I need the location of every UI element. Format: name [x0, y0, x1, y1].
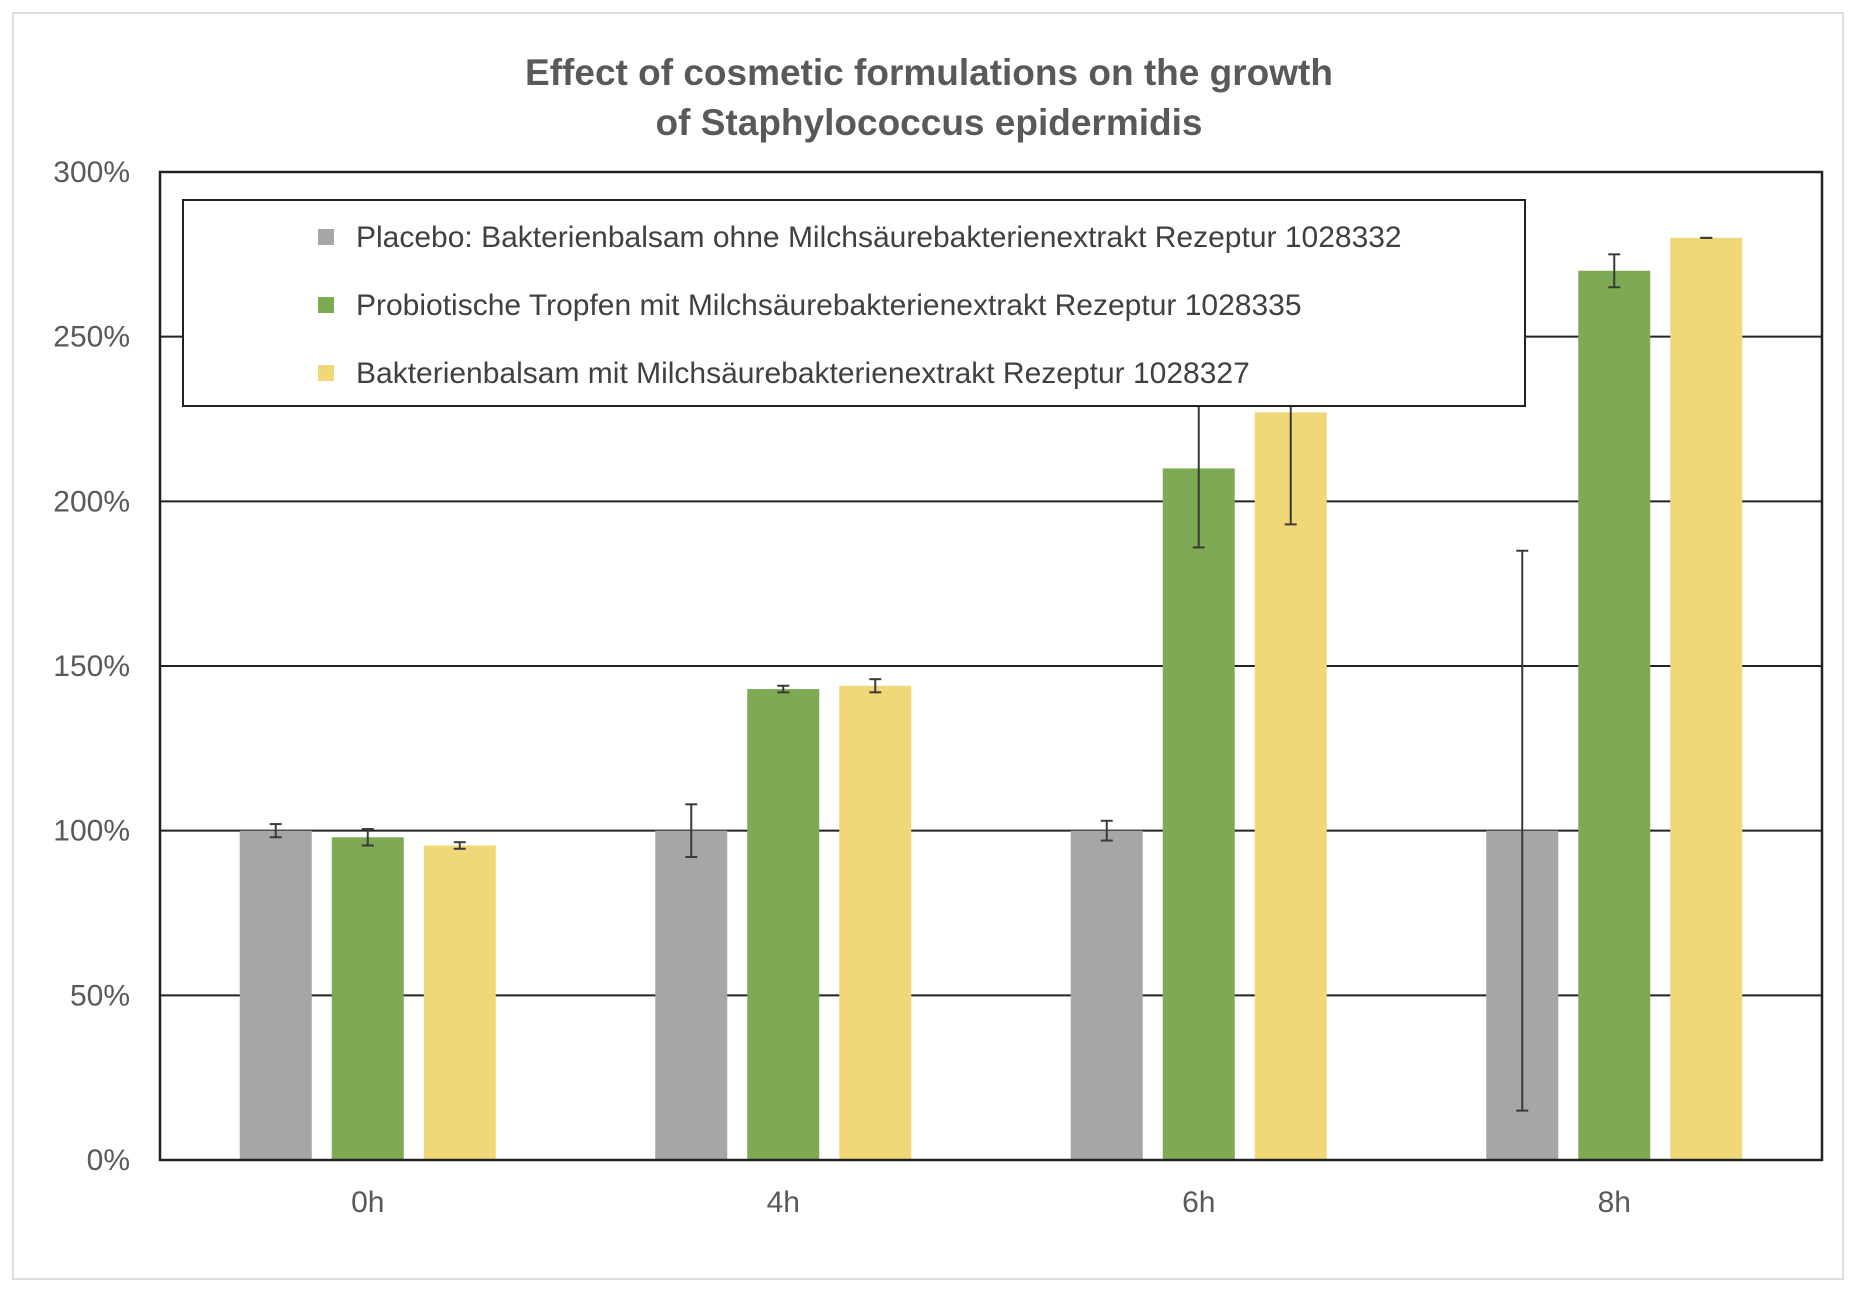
y-tick-label: 150%	[53, 650, 130, 683]
y-tick-label: 0%	[87, 1144, 130, 1177]
plot-area-border	[158, 170, 1824, 1162]
bar	[1070, 830, 1143, 1160]
legend-swatch	[318, 365, 334, 381]
legend-label: Probiotische Tropfen mit Milchsäurebakte…	[356, 289, 1302, 322]
y-tick-label: 50%	[70, 979, 130, 1012]
bar	[839, 685, 912, 1160]
bar	[423, 845, 496, 1160]
chart-title-line1: Effect of cosmetic formulations on the g…	[525, 52, 1333, 93]
legend-label: Placebo: Bakterienbalsam ohne Milchsäure…	[356, 221, 1402, 254]
x-tick-label: 6h	[1182, 1186, 1215, 1219]
y-tick-label: 100%	[53, 815, 130, 848]
bar	[331, 837, 404, 1160]
bar	[1254, 412, 1327, 1160]
legend-swatch	[318, 229, 334, 245]
error-bars	[269, 236, 1713, 1112]
bars	[239, 237, 1743, 1160]
bar	[239, 830, 312, 1160]
bar	[1670, 237, 1743, 1160]
bar	[1162, 468, 1235, 1160]
y-axis-ticks: 0% 50% 100% 150% 200% 250% 300%	[53, 156, 130, 1177]
gridlines	[160, 335, 1822, 997]
legend-label: Bakterienbalsam mit Milchsäurebakteriene…	[356, 357, 1250, 390]
bar	[747, 689, 820, 1160]
chart-title: Effect of cosmetic formulations on the g…	[0, 48, 1858, 148]
legend-swatch	[318, 297, 334, 313]
bar	[655, 830, 728, 1160]
x-axis-ticks: 0h 4h 6h 8h	[351, 1186, 1631, 1219]
legend-box	[182, 199, 1526, 407]
y-tick-label: 200%	[53, 485, 130, 518]
chart-title-line2: of Staphylococcus epidermidis	[655, 102, 1203, 143]
x-tick-label: 0h	[351, 1186, 384, 1219]
legend: Placebo: Bakterienbalsam ohne Milchsäure…	[182, 199, 1526, 407]
y-tick-label: 250%	[53, 321, 130, 354]
x-tick-label: 4h	[767, 1186, 800, 1219]
x-tick-label: 8h	[1598, 1186, 1631, 1219]
y-tick-label: 300%	[53, 156, 130, 189]
bar	[1578, 270, 1651, 1160]
